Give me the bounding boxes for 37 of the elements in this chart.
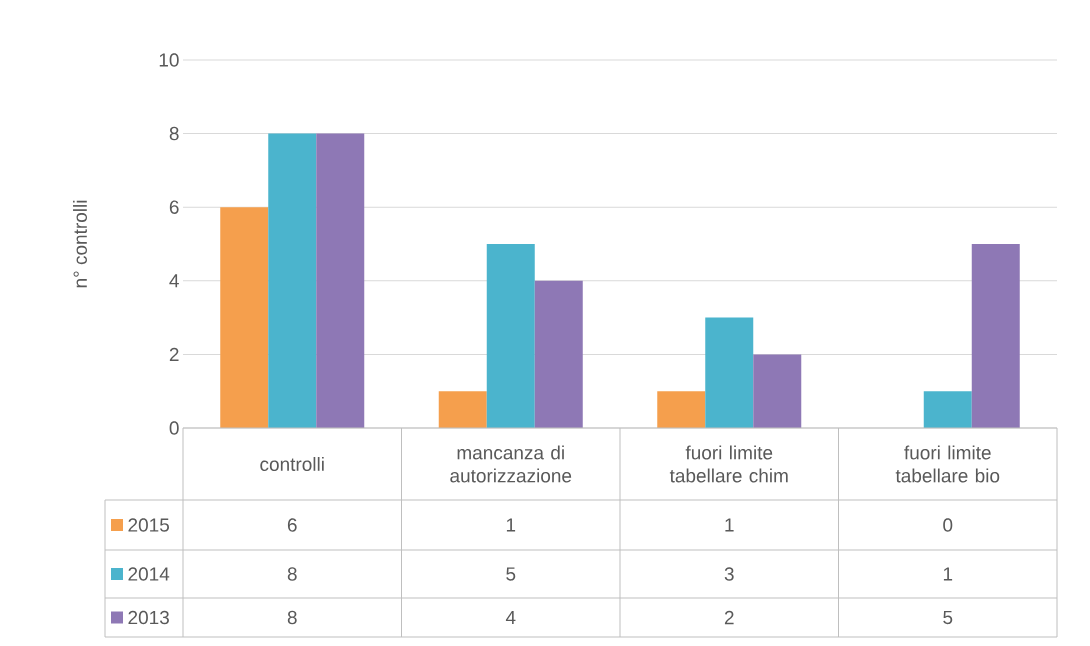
data-label: 8 <box>287 567 297 581</box>
data-label: 2 <box>724 610 734 625</box>
data-label: 6 <box>287 518 297 532</box>
bar <box>220 207 269 428</box>
bar <box>316 133 365 428</box>
data-label: 8 <box>287 610 297 625</box>
x-tick-label: fuori limite tabellare bio <box>895 445 1000 483</box>
x-tick-label: controlli <box>260 457 324 471</box>
y-tick-label: 2 <box>169 347 179 362</box>
y-tick-label: 10 <box>159 53 179 67</box>
bar <box>923 391 972 428</box>
bar <box>438 391 487 428</box>
x-tick-label: fuori limite tabellare chim <box>669 445 788 483</box>
legend-label: 2013 <box>128 610 169 625</box>
data-label: 5 <box>506 567 516 581</box>
y-axis-title: n° controlli <box>73 200 87 288</box>
y-tick-label: 8 <box>169 126 179 141</box>
data-label: 0 <box>943 518 953 532</box>
data-label: 3 <box>724 567 734 581</box>
y-tick-label: 4 <box>169 274 179 288</box>
data-label: 1 <box>943 567 953 581</box>
bar <box>268 133 317 428</box>
legend-label: 2014 <box>128 567 170 581</box>
bar <box>657 391 706 428</box>
bar <box>534 280 583 428</box>
data-label: 5 <box>943 610 953 625</box>
bar <box>753 354 802 428</box>
data-label: 1 <box>506 518 516 532</box>
data-label: 4 <box>505 610 516 625</box>
y-tick-label: 6 <box>169 200 179 214</box>
legend-label: 2015 <box>128 518 169 532</box>
data-label: 1 <box>725 518 734 532</box>
bar <box>705 317 754 428</box>
y-tick-label: 0 <box>169 421 179 435</box>
x-tick-label: mancanza di autorizzazione <box>450 445 572 483</box>
bar <box>486 244 535 428</box>
bar <box>971 244 1020 428</box>
